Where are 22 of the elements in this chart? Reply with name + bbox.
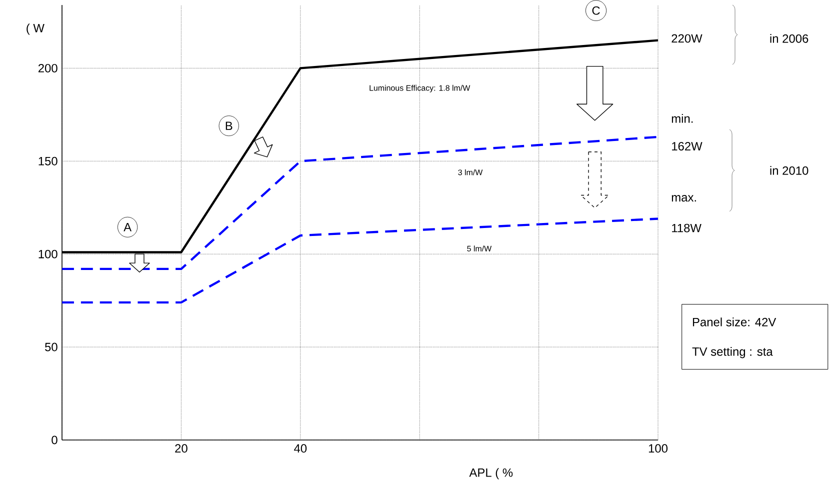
text: TV setting : sta: [692, 347, 773, 358]
x-tick-label: 20: [175, 444, 188, 453]
x-tick-label: 100: [648, 444, 668, 453]
text: 220W: [672, 34, 702, 43]
text: Panel size: 42V: [692, 318, 776, 326]
annotation: B: [226, 122, 232, 130]
text: in 2006: [770, 34, 808, 43]
y-tick-label: 200: [38, 64, 58, 72]
text: 162W: [672, 142, 702, 150]
y-tick-label: 100: [38, 250, 58, 258]
text: 118W: [672, 224, 702, 232]
y-tick-label: 150: [38, 156, 58, 166]
annotation: A: [124, 223, 132, 232]
x-axis-title: APL ( %: [469, 468, 513, 480]
text: max.: [672, 195, 696, 202]
text: in 2010: [770, 166, 808, 175]
x-tick-label: 40: [294, 444, 307, 453]
y-tick-label: 0: [52, 436, 58, 444]
y-axis-title: ( W: [26, 24, 44, 35]
y-tick-label: 50: [45, 342, 58, 352]
text: min.: [672, 114, 693, 123]
annotation: C: [592, 6, 600, 15]
